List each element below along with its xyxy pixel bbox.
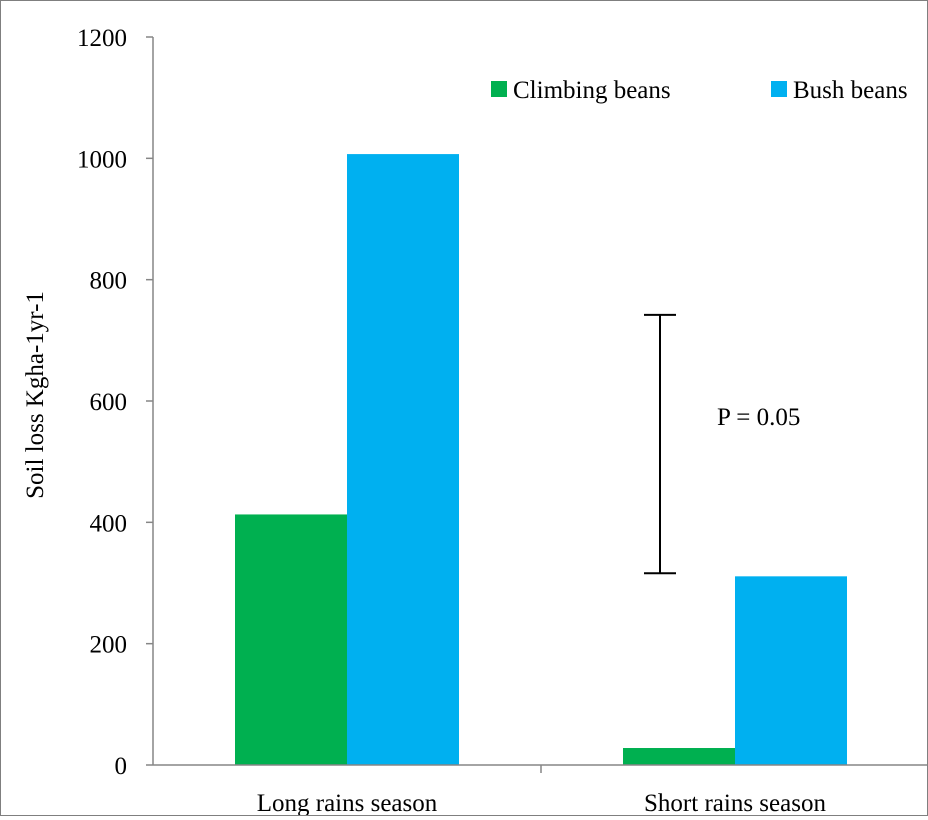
y-tick-label: 200 bbox=[90, 632, 128, 659]
legend-label: Climbing beans bbox=[513, 77, 671, 104]
annotation: P = 0.05 bbox=[644, 313, 800, 575]
bar-bush-beans-1 bbox=[347, 154, 459, 765]
bars-layer bbox=[235, 154, 847, 765]
y-tick-label: 400 bbox=[90, 510, 128, 537]
bar-climbing-beans-2 bbox=[623, 748, 735, 765]
x-categories: Long rains season Short rains season bbox=[257, 765, 826, 817]
x-category-label: Long rains season bbox=[257, 790, 438, 815]
x-category-label: Short rains season bbox=[644, 790, 826, 815]
bar-climbing-beans-1 bbox=[235, 514, 347, 765]
y-tick-label: 1000 bbox=[77, 146, 127, 173]
legend-label: Bush beans bbox=[793, 77, 908, 104]
y-ticks: 0 200 400 600 800 1000 1200 bbox=[77, 25, 153, 780]
legend-swatch bbox=[491, 81, 507, 97]
p-value-label: P = 0.05 bbox=[717, 404, 800, 431]
legend: Climbing beans Bush beans bbox=[491, 77, 908, 104]
y-tick-label: 1200 bbox=[77, 25, 127, 52]
legend-swatch bbox=[771, 81, 787, 97]
y-tick-label: 600 bbox=[90, 389, 128, 416]
y-tick-label: 0 bbox=[115, 753, 128, 780]
bar-bush-beans-2 bbox=[735, 576, 847, 765]
y-axis-title: Soil loss Kgha-1yr-1 bbox=[22, 291, 49, 499]
y-tick-label: 800 bbox=[90, 268, 128, 295]
